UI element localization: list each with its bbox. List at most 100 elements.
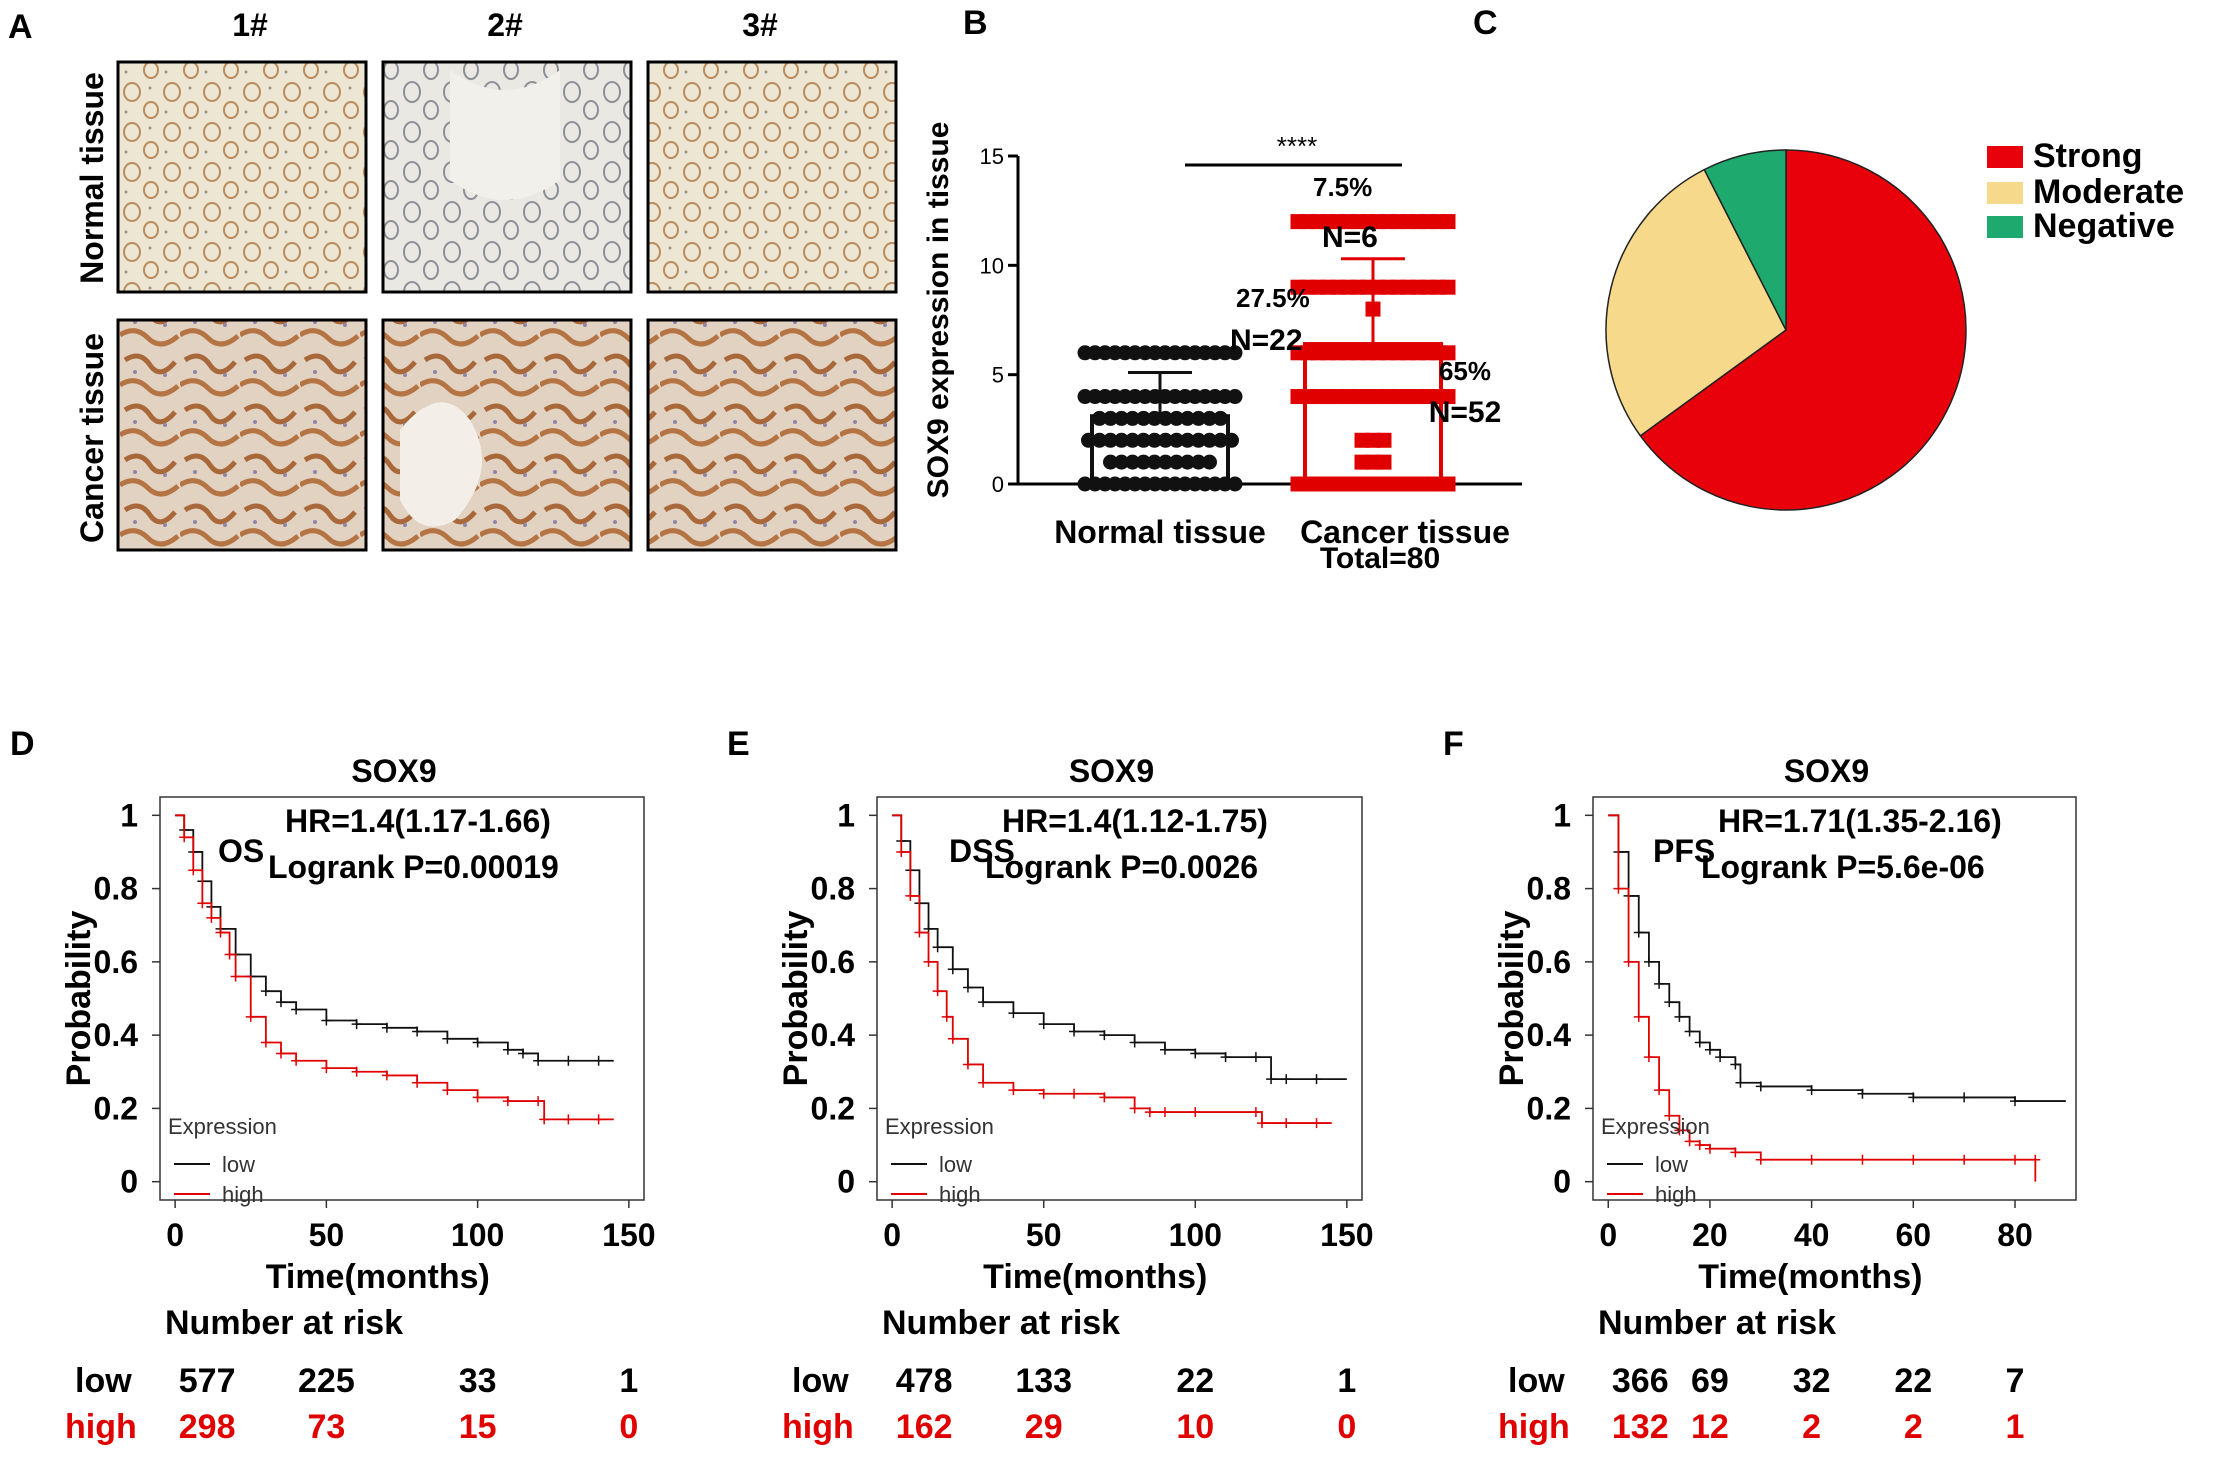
x-tick-label: 40 xyxy=(1794,1217,1830,1253)
risk-row-label-low: low xyxy=(792,1362,849,1400)
censor-mark xyxy=(321,1063,332,1074)
censor-mark xyxy=(197,898,208,909)
x-tick-label: 50 xyxy=(1026,1217,1062,1253)
risk-count-low: 366 xyxy=(1612,1362,1669,1400)
x-tick-label: 0 xyxy=(883,1217,901,1253)
censor-mark xyxy=(472,1037,483,1048)
censor-mark xyxy=(351,1019,362,1030)
data-point xyxy=(1114,410,1129,426)
chart-title: SOX9 xyxy=(1069,753,1154,789)
plot-frame xyxy=(159,796,645,1201)
censor-mark xyxy=(1129,1037,1140,1048)
censor-mark xyxy=(1144,1107,1155,1118)
risk-count-low: 478 xyxy=(896,1362,953,1400)
data-point xyxy=(1103,410,1118,426)
censor-mark xyxy=(593,1114,604,1125)
risk-row-label-low: low xyxy=(1508,1362,1565,1400)
hazard-ratio: HR=1.4(1.12-1.75) xyxy=(1002,803,1268,839)
censor-mark xyxy=(1694,1037,1705,1048)
micrograph-cancer-1 xyxy=(116,318,368,552)
risk-count-low: 22 xyxy=(1894,1362,1932,1400)
censor-mark xyxy=(1008,1008,1019,1019)
censor-mark xyxy=(932,986,943,997)
censor-mark xyxy=(1099,1092,1110,1103)
censor-mark xyxy=(381,1070,392,1081)
data-points xyxy=(1077,214,1456,492)
y-tick-label: 1 xyxy=(120,797,138,833)
censor-mark xyxy=(188,865,199,876)
x-tick-label: 60 xyxy=(1896,1217,1932,1253)
censor-mark xyxy=(1159,1044,1170,1055)
risk-title: Number at risk xyxy=(165,1304,403,1342)
risk-count-high: 73 xyxy=(307,1408,345,1446)
y-tick-label: 0.6 xyxy=(811,944,855,980)
chart-title: SOX9 xyxy=(1784,753,1869,789)
data-point xyxy=(1147,432,1162,448)
data-point xyxy=(1227,476,1243,492)
censor-mark xyxy=(539,1114,550,1125)
censor-mark xyxy=(1099,1030,1110,1041)
censor-mark xyxy=(412,1026,423,1037)
plot-frame xyxy=(1592,796,2077,1201)
censor-mark xyxy=(1623,956,1634,967)
pie-label-strong-pct: 65% xyxy=(1439,356,1491,386)
data-point xyxy=(1114,432,1129,448)
y-tick-label: 0.2 xyxy=(94,1090,138,1126)
panel-a: A 1# 2# 3# Normal tissue Cancer tissue xyxy=(8,7,898,552)
data-point xyxy=(1180,432,1195,448)
panel-letter-d: D xyxy=(10,725,35,763)
censor-mark xyxy=(1654,978,1665,989)
censor-mark xyxy=(1069,1088,1080,1099)
censor-mark xyxy=(1735,1077,1746,1088)
censor-mark xyxy=(1715,1052,1726,1063)
risk-count-low: 1 xyxy=(1337,1362,1356,1400)
risk-count-low: 33 xyxy=(459,1362,497,1400)
censor-mark xyxy=(1266,1074,1277,1085)
y-tick-label: 0.4 xyxy=(94,1017,139,1053)
censor-mark xyxy=(1311,1118,1322,1129)
y-tick-label: 15 xyxy=(980,144,1004,169)
censor-mark xyxy=(1038,1019,1049,1030)
data-point xyxy=(1227,389,1243,405)
censor-mark xyxy=(533,1096,544,1107)
y-tick-label: 0.8 xyxy=(811,871,855,907)
censor-mark xyxy=(978,997,989,1008)
censor-mark xyxy=(1684,1026,1695,1037)
censor-mark xyxy=(276,1048,286,1059)
data-point xyxy=(1125,432,1140,448)
y-tick-label: 0.2 xyxy=(1527,1090,1571,1126)
data-point xyxy=(1440,345,1456,361)
censor-mark xyxy=(1694,1140,1705,1151)
censor-mark xyxy=(224,949,235,960)
censor-mark xyxy=(923,956,934,967)
legend-label-high: high xyxy=(222,1182,264,1207)
data-point xyxy=(1376,432,1392,448)
censor-mark xyxy=(1664,1110,1675,1121)
censor-mark xyxy=(962,1059,973,1070)
data-point xyxy=(1224,432,1239,448)
y-tick-label: 0 xyxy=(120,1164,138,1200)
risk-count-low: 22 xyxy=(1176,1362,1214,1400)
category-label-normal: Normal tissue xyxy=(1054,514,1266,550)
legend-label-strong: Strong xyxy=(2033,137,2143,175)
censor-mark xyxy=(1220,1052,1231,1063)
data-point xyxy=(1081,432,1096,448)
data-point xyxy=(1180,454,1195,470)
x-tick-label: 100 xyxy=(451,1217,504,1253)
censor-mark xyxy=(932,942,943,953)
censor-mark xyxy=(1190,1107,1201,1118)
micrograph-cancer-3 xyxy=(646,318,898,552)
censor-mark xyxy=(1311,1074,1322,1085)
data-point xyxy=(1158,454,1173,470)
censor-mark xyxy=(1674,1125,1685,1136)
data-point xyxy=(1136,432,1151,448)
hazard-ratio: HR=1.4(1.17-1.66) xyxy=(285,803,551,839)
x-tick-label: 50 xyxy=(309,1217,345,1253)
censor-mark xyxy=(502,1096,513,1107)
y-tick-label: 5 xyxy=(992,363,1004,388)
censor-mark xyxy=(2009,1096,2020,1107)
censor-mark xyxy=(1190,1048,1201,1059)
y-tick-label: 0.6 xyxy=(1527,944,1571,980)
risk-count-high: 0 xyxy=(619,1408,638,1446)
censor-mark xyxy=(260,1037,271,1048)
